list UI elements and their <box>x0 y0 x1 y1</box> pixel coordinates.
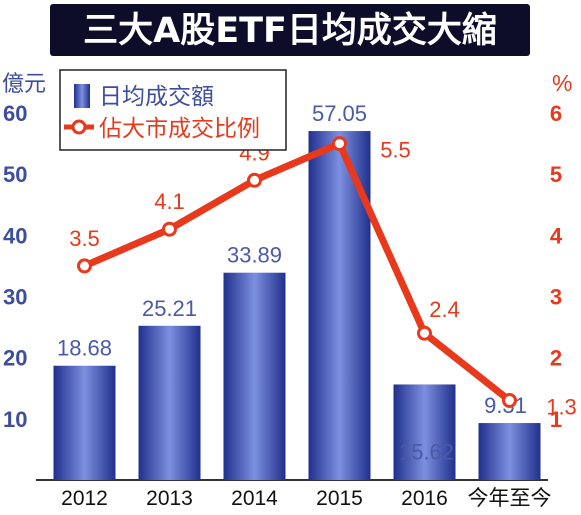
right-tick-label: 3 <box>550 285 562 310</box>
line-point <box>77 258 92 274</box>
legend-line-marker <box>71 119 87 135</box>
x-tick-label: 2015 <box>316 487 363 510</box>
bar-value-label: 25.21 <box>142 296 197 321</box>
line-point <box>162 221 177 237</box>
right-tick-label: 1 <box>550 407 562 432</box>
left-axis-ticks: 10 20 30 40 50 60 <box>3 101 27 432</box>
x-tick-label: 2014 <box>231 487 278 510</box>
title-banner <box>50 4 530 56</box>
legend-line-label: 佔大市成交比例 <box>99 115 260 141</box>
line-point <box>502 392 517 408</box>
right-tick-label: 2 <box>550 346 562 371</box>
bar-value-label: 33.89 <box>227 243 282 268</box>
x-axis-labels: 2012 2013 2014 2015 2016 今年至今 <box>61 487 551 510</box>
line-point <box>247 172 262 188</box>
right-axis-unit: % <box>552 70 572 96</box>
bar <box>53 365 116 480</box>
bar <box>478 423 541 480</box>
bar <box>223 272 286 480</box>
left-axis-unit: 億元 <box>2 71 46 96</box>
bar <box>138 325 201 480</box>
left-tick-label: 20 <box>3 346 27 371</box>
x-tick-label: 2016 <box>401 487 448 510</box>
line-value-label: 2.4 <box>429 297 460 322</box>
line-path <box>83 140 512 404</box>
line-point <box>417 325 432 341</box>
left-tick-label: 50 <box>3 162 27 187</box>
left-tick-label: 10 <box>3 407 27 432</box>
line-value-label: 5.5 <box>380 138 411 163</box>
left-tick-label: 40 <box>3 223 27 248</box>
left-tick-label: 60 <box>3 101 27 126</box>
legend: 日均成交額 佔大市成交比例 <box>59 69 287 151</box>
x-tick-label: 2012 <box>61 487 108 510</box>
bar <box>308 131 371 480</box>
right-tick-label: 4 <box>550 223 563 248</box>
right-axis-ticks: 1 2 3 4 5 6 <box>550 101 563 432</box>
left-tick-label: 30 <box>3 285 27 310</box>
bar <box>393 384 456 480</box>
bar-value-label: 57.05 <box>312 101 367 126</box>
x-tick-label: 今年至今 <box>468 487 552 510</box>
line-point <box>332 136 347 152</box>
line-value-label: 1.3 <box>546 394 577 419</box>
x-tick-label: 2013 <box>146 487 193 510</box>
line-value-label: 3.5 <box>69 226 100 251</box>
bar-series <box>53 131 541 480</box>
line-value-label: 4.1 <box>154 189 185 214</box>
bar-value-label: 15.62 <box>399 439 454 464</box>
right-tick-label: 6 <box>550 101 562 126</box>
bar-value-label: 18.68 <box>57 336 112 361</box>
chart-title: 三大A股ETF日均成交大縮 <box>83 10 497 51</box>
legend-bar-label: 日均成交額 <box>99 83 214 109</box>
line-series <box>77 136 517 408</box>
right-tick-label: 5 <box>550 162 562 187</box>
legend-box <box>59 69 287 151</box>
legend-bar-swatch <box>74 84 90 108</box>
